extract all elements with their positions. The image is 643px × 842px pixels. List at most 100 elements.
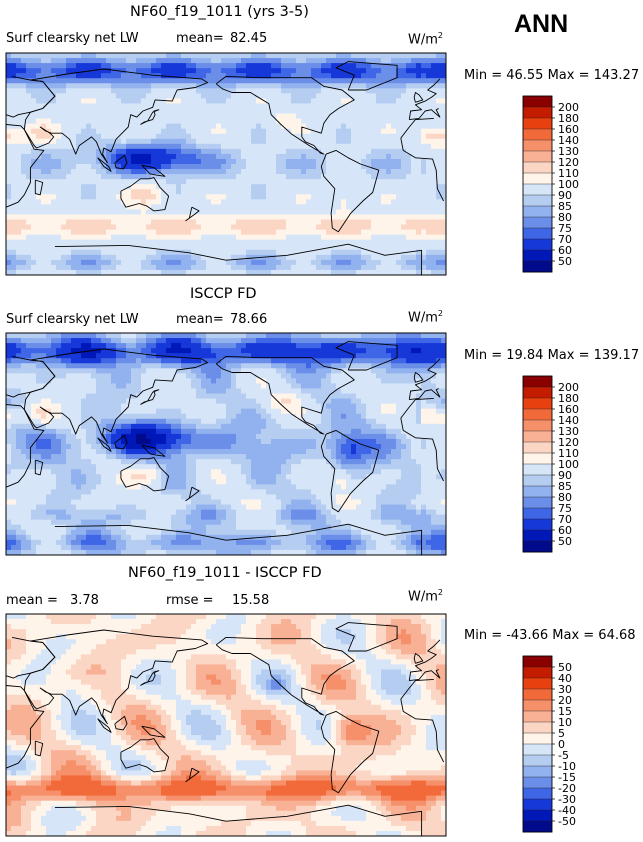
- field-cell: [156, 229, 162, 236]
- field-cell: [261, 113, 267, 119]
- field-cell: [186, 158, 192, 165]
- field-cell: [271, 219, 277, 225]
- field-cell: [211, 88, 217, 94]
- field-cell: [216, 153, 222, 160]
- field-cell: [41, 184, 47, 190]
- field-cell: [321, 204, 327, 210]
- field-cell: [216, 264, 222, 271]
- field-cell: [361, 93, 367, 99]
- field-cell: [376, 269, 382, 276]
- field-cell: [66, 348, 72, 354]
- field-cell: [441, 229, 447, 236]
- field-cell: [386, 214, 392, 220]
- field-cell: [116, 93, 122, 99]
- field-cell: [426, 83, 432, 89]
- field-cell: [361, 63, 367, 69]
- field-cell: [291, 204, 297, 210]
- field-cell: [241, 78, 247, 84]
- field-cell: [21, 78, 27, 84]
- field-cell: [166, 244, 172, 251]
- field-cell: [126, 388, 132, 394]
- field-cell: [21, 264, 27, 271]
- field-cell: [311, 83, 317, 89]
- field-cell: [161, 264, 167, 271]
- field-cell: [16, 98, 22, 104]
- field-cell: [176, 229, 182, 236]
- field-cell: [276, 133, 282, 140]
- field-cell: [301, 189, 307, 195]
- field-cell: [181, 358, 187, 364]
- field-cell: [391, 53, 397, 59]
- field-cell: [121, 78, 127, 84]
- field-cell: [16, 174, 22, 180]
- field-cell: [286, 254, 292, 261]
- field-cell: [271, 388, 277, 394]
- field-cell: [151, 73, 157, 79]
- field-cell: [111, 63, 117, 69]
- field-cell: [156, 93, 162, 99]
- field-cell: [291, 73, 297, 79]
- field-cell: [316, 108, 322, 114]
- field-cell: [101, 93, 107, 99]
- field-cell: [126, 368, 132, 374]
- field-cell: [266, 189, 272, 195]
- field-cell: [76, 259, 82, 266]
- field-cell: [56, 113, 62, 119]
- field-cell: [41, 333, 47, 339]
- field-cell: [336, 78, 342, 84]
- field-cell: [331, 108, 337, 114]
- field-cell: [341, 118, 347, 125]
- field-cell: [121, 164, 127, 170]
- field-cell: [181, 378, 187, 384]
- field-cell: [86, 78, 92, 84]
- field-cell: [356, 209, 362, 215]
- field-cell: [221, 184, 227, 190]
- field-cell: [361, 269, 367, 276]
- field-cell: [216, 88, 222, 94]
- field-cell: [351, 83, 357, 89]
- field-cell: [241, 153, 247, 160]
- field-cell: [431, 143, 437, 150]
- field-cell: [16, 383, 22, 389]
- field-cell: [356, 363, 362, 369]
- field-cell: [186, 189, 192, 195]
- field-cell: [311, 103, 317, 109]
- field-cell: [6, 224, 12, 230]
- field-cell: [71, 388, 77, 394]
- field-cell: [176, 83, 182, 89]
- field-cell: [271, 189, 277, 195]
- field-cell: [191, 249, 197, 256]
- field-cell: [281, 83, 287, 89]
- field-cell: [186, 244, 192, 251]
- field-cell: [341, 174, 347, 180]
- field-cell: [346, 118, 352, 125]
- field-cell: [311, 244, 317, 251]
- field-cell: [101, 58, 107, 64]
- field-cell: [106, 158, 112, 165]
- field-cell: [226, 204, 232, 210]
- field-cell: [326, 373, 332, 379]
- field-cell: [11, 83, 17, 89]
- field-cell: [161, 204, 167, 210]
- field-cell: [291, 113, 297, 119]
- field-cell: [416, 358, 422, 364]
- field-cell: [246, 383, 252, 389]
- field-cell: [116, 148, 122, 155]
- field-cell: [276, 348, 282, 354]
- field-cell: [316, 388, 322, 394]
- field-cell: [41, 93, 47, 99]
- field-cell: [211, 378, 217, 384]
- field-cell: [441, 259, 447, 266]
- field-cell: [106, 63, 112, 69]
- field-cell: [96, 83, 102, 89]
- field-cell: [271, 118, 277, 125]
- field-cell: [341, 229, 347, 236]
- field-cell: [371, 174, 377, 180]
- field-cell: [336, 224, 342, 230]
- field-cell: [71, 169, 77, 175]
- field-cell: [11, 338, 17, 344]
- field-cell: [376, 174, 382, 180]
- field-cell: [146, 98, 152, 104]
- field-cell: [66, 194, 72, 200]
- field-cell: [241, 368, 247, 374]
